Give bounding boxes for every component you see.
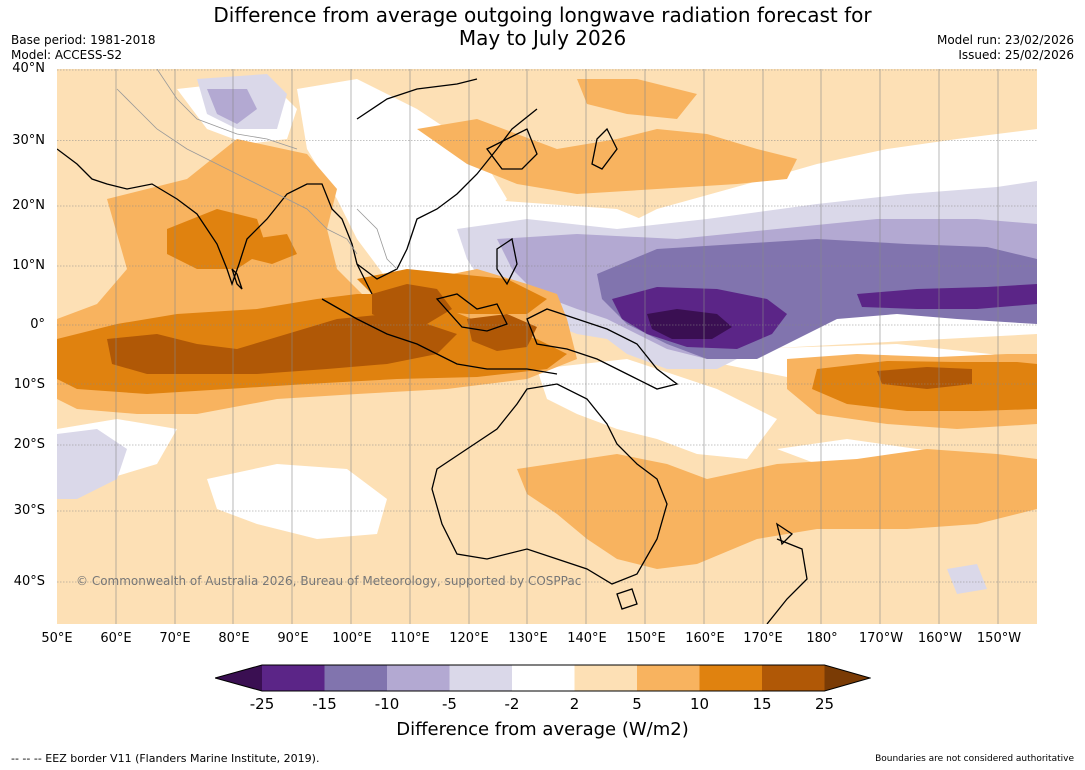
- olr-anomaly-map: [57, 69, 1038, 624]
- lon-label: 170°W: [858, 631, 904, 646]
- colorbar-segment: [449, 665, 512, 691]
- colorbar-max-arrow: [824, 665, 870, 691]
- colorbar-tick: 10: [689, 695, 710, 713]
- title-line-2: May to July 2026: [458, 26, 627, 50]
- colorbar-segment: [574, 665, 637, 691]
- copyright-notice: © Commonwealth of Australia 2026, Bureau…: [76, 574, 582, 588]
- colorbar-tick: -10: [374, 695, 400, 713]
- colorbar: [215, 664, 871, 692]
- lat-label: 10°N: [12, 258, 45, 273]
- model-name: Model: ACCESS-S2: [11, 48, 123, 62]
- colorbar-segment: [387, 665, 450, 691]
- model-run: Model run: 23/02/2026: [936, 33, 1074, 47]
- anomaly-fill-below-neg25: [647, 309, 732, 339]
- lon-label: 60°E: [100, 631, 132, 646]
- country-borders: [116, 69, 398, 270]
- lon-label: 180°: [806, 631, 838, 646]
- colorbar-tick: -2: [504, 695, 520, 713]
- colorbar-tick: 15: [752, 695, 772, 713]
- colorbar-segment: [512, 665, 575, 691]
- lon-label: 130°E: [508, 631, 548, 646]
- map-panel: [57, 69, 1038, 624]
- lat-label: 20°S: [13, 437, 45, 452]
- lon-label: 80°E: [218, 631, 250, 646]
- colorbar-min-arrow: [215, 665, 262, 691]
- anomaly-fill-15-25: [107, 284, 972, 389]
- colorbar-segment: [637, 665, 700, 691]
- lon-label: 90°E: [277, 631, 309, 646]
- colorbar-segment: [762, 665, 825, 691]
- issued-date: Issued: 25/02/2026: [958, 48, 1074, 62]
- coastlines: [57, 78, 808, 624]
- lon-label: 160°E: [685, 631, 725, 646]
- colorbar-segment: [324, 665, 387, 691]
- lon-label: 100°E: [332, 631, 372, 646]
- colorbar-tick: 5: [632, 695, 642, 713]
- lat-label: 30°N: [12, 133, 45, 148]
- title-line-1: Difference from average outgoing longwav…: [213, 3, 872, 27]
- colorbar-tick: 25: [814, 695, 835, 713]
- colorbar-tick: 2: [569, 695, 580, 713]
- lon-label: 150°E: [626, 631, 666, 646]
- lon-label: 160°W: [917, 631, 963, 646]
- colorbar-outline: [215, 664, 871, 692]
- colorbar-tick: -25: [249, 695, 275, 713]
- lon-label: 140°E: [567, 631, 607, 646]
- lon-label: 50°E: [41, 631, 73, 646]
- lat-label: 20°N: [12, 198, 45, 213]
- chart-title: Difference from average outgoing longwav…: [0, 4, 1085, 50]
- lat-label: 0°: [30, 317, 45, 332]
- lon-label: 70°E: [159, 631, 191, 646]
- colorbar-tick: -5: [442, 695, 457, 713]
- lon-label: 110°E: [390, 631, 430, 646]
- lon-label: 120°E: [449, 631, 489, 646]
- lat-label: 30°S: [13, 503, 45, 518]
- meta-left: Base period: 1981-2018 Model: ACCESS-S2: [11, 33, 156, 63]
- boundaries-disclaimer: Boundaries are not considered authoritat…: [875, 754, 1074, 764]
- lat-label: 40°S: [13, 574, 45, 589]
- eez-border-note: -- -- -- EEZ border V11 (Flanders Marine…: [11, 752, 320, 765]
- lon-label: 150°W: [976, 631, 1022, 646]
- colorbar-segment: [262, 665, 325, 691]
- colorbar-label: Difference from average (W/m2): [396, 719, 689, 740]
- meta-right: Model run: 23/02/2026 Issued: 25/02/2026: [937, 33, 1074, 63]
- lon-label: 170°E: [743, 631, 783, 646]
- lat-label: 10°S: [13, 377, 45, 392]
- colorbar-segment: [699, 665, 762, 691]
- base-period: Base period: 1981-2018: [11, 33, 156, 47]
- colorbar-tick: -15: [312, 695, 337, 713]
- lat-label: 40°N: [12, 61, 45, 76]
- map-gridlines: [57, 69, 1038, 624]
